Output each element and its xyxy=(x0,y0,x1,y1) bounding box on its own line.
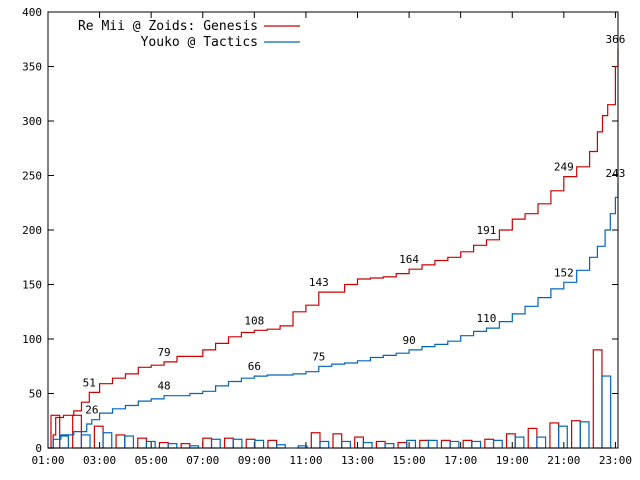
bar-youko xyxy=(557,425,568,449)
bar-youko xyxy=(254,439,265,449)
bar-youko xyxy=(124,435,135,449)
x-tick-label: 13:00 xyxy=(341,454,374,467)
plot-frame xyxy=(47,11,619,449)
bar-remii xyxy=(527,427,538,449)
x-tick-label: 11:00 xyxy=(289,454,322,467)
x-tick-label: 23:00 xyxy=(599,454,632,467)
bar-remii xyxy=(93,425,104,449)
x-tick-label: 09:00 xyxy=(238,454,271,467)
data-label: 108 xyxy=(244,314,264,327)
data-label-layer: 51 79 108 143 164 191 249 366 26 48 66 75 90 110 152 24… xyxy=(83,33,626,417)
bar-remii xyxy=(375,440,386,449)
y-tick-label: 200 xyxy=(22,224,42,237)
bar-remii xyxy=(115,434,126,449)
bar-remii xyxy=(462,439,473,449)
bar-remii xyxy=(180,443,191,449)
bar-remii xyxy=(202,437,213,449)
data-label: 249 xyxy=(554,161,574,174)
bar-youko xyxy=(427,439,438,449)
series-line-remii xyxy=(48,49,619,449)
bar-youko xyxy=(579,421,590,449)
bar-remii xyxy=(137,437,148,449)
data-label: 191 xyxy=(477,224,497,237)
y-tick-label: 150 xyxy=(22,279,42,292)
bar-remii xyxy=(245,438,256,449)
bar-remii xyxy=(354,436,364,449)
bar-remii xyxy=(549,422,560,449)
line-layer xyxy=(48,49,619,449)
tick-layer: 0 50 100 150 200 250 300 350 400 01:00 03:00 05:00 0… xyxy=(22,6,632,467)
y-tick-label: 100 xyxy=(22,333,42,346)
bar-remii xyxy=(571,420,581,449)
bar-youko xyxy=(210,438,221,449)
x-tick-label: 17:00 xyxy=(444,454,477,467)
bar-remii xyxy=(310,432,321,449)
bar-layer xyxy=(50,349,612,449)
data-label: 243 xyxy=(605,167,625,180)
x-tick-label: 03:00 xyxy=(83,454,116,467)
bar-youko xyxy=(601,375,612,449)
bar-youko xyxy=(471,440,482,449)
bar-youko xyxy=(80,434,91,449)
data-label: 152 xyxy=(554,266,574,279)
bar-remii xyxy=(419,439,430,449)
y-tick-label: 50 xyxy=(29,388,42,401)
bar-remii xyxy=(440,439,451,449)
data-label: 90 xyxy=(402,334,415,347)
data-label: 143 xyxy=(309,276,329,289)
y-tick-label: 350 xyxy=(22,61,42,74)
data-label: 66 xyxy=(248,360,261,373)
bar-remii xyxy=(158,441,169,449)
bar-remii xyxy=(505,433,516,449)
bar-youko xyxy=(232,438,243,449)
bar-remii xyxy=(397,441,408,449)
bar-remii xyxy=(332,433,343,449)
y-tick-label: 400 xyxy=(22,6,42,19)
legend-label: Youko @ Tactics xyxy=(141,35,258,50)
bar-youko xyxy=(167,443,178,449)
bar-youko xyxy=(406,439,417,449)
data-label: 110 xyxy=(477,312,497,325)
data-label: 48 xyxy=(157,380,170,393)
bar-youko xyxy=(492,439,503,449)
x-tick-label: 05:00 xyxy=(135,454,168,467)
x-tick-label: 15:00 xyxy=(393,454,426,467)
bar-youko xyxy=(514,436,525,449)
bar-youko xyxy=(102,432,113,449)
series-line-youko xyxy=(48,183,619,449)
bar-youko xyxy=(536,436,547,449)
bar-remii xyxy=(592,349,603,449)
x-tick-label: 21:00 xyxy=(547,454,580,467)
y-tick-label: 0 xyxy=(35,442,42,455)
bar-remii xyxy=(267,439,278,449)
data-label: 366 xyxy=(605,33,625,46)
data-label: 26 xyxy=(85,404,98,417)
y-tick-label: 300 xyxy=(22,115,42,128)
y-tick-label: 250 xyxy=(22,170,42,183)
bar-youko xyxy=(319,440,330,449)
bar-remii xyxy=(484,438,495,449)
data-label: 79 xyxy=(157,346,170,359)
data-label: 164 xyxy=(399,253,419,266)
data-label: 51 xyxy=(83,376,96,389)
x-tick-label: 19:00 xyxy=(496,454,529,467)
bar-youko xyxy=(362,441,373,449)
bar-youko xyxy=(341,440,351,449)
bar-youko xyxy=(449,440,460,449)
x-tick-label: 07:00 xyxy=(186,454,219,467)
bar-youko xyxy=(384,443,395,449)
x-tick-label: 01:00 xyxy=(31,454,64,467)
data-label: 75 xyxy=(312,350,325,363)
bar-remii xyxy=(223,437,234,449)
legend-label: Re Mii @ Zoids: Genesis xyxy=(78,19,258,34)
